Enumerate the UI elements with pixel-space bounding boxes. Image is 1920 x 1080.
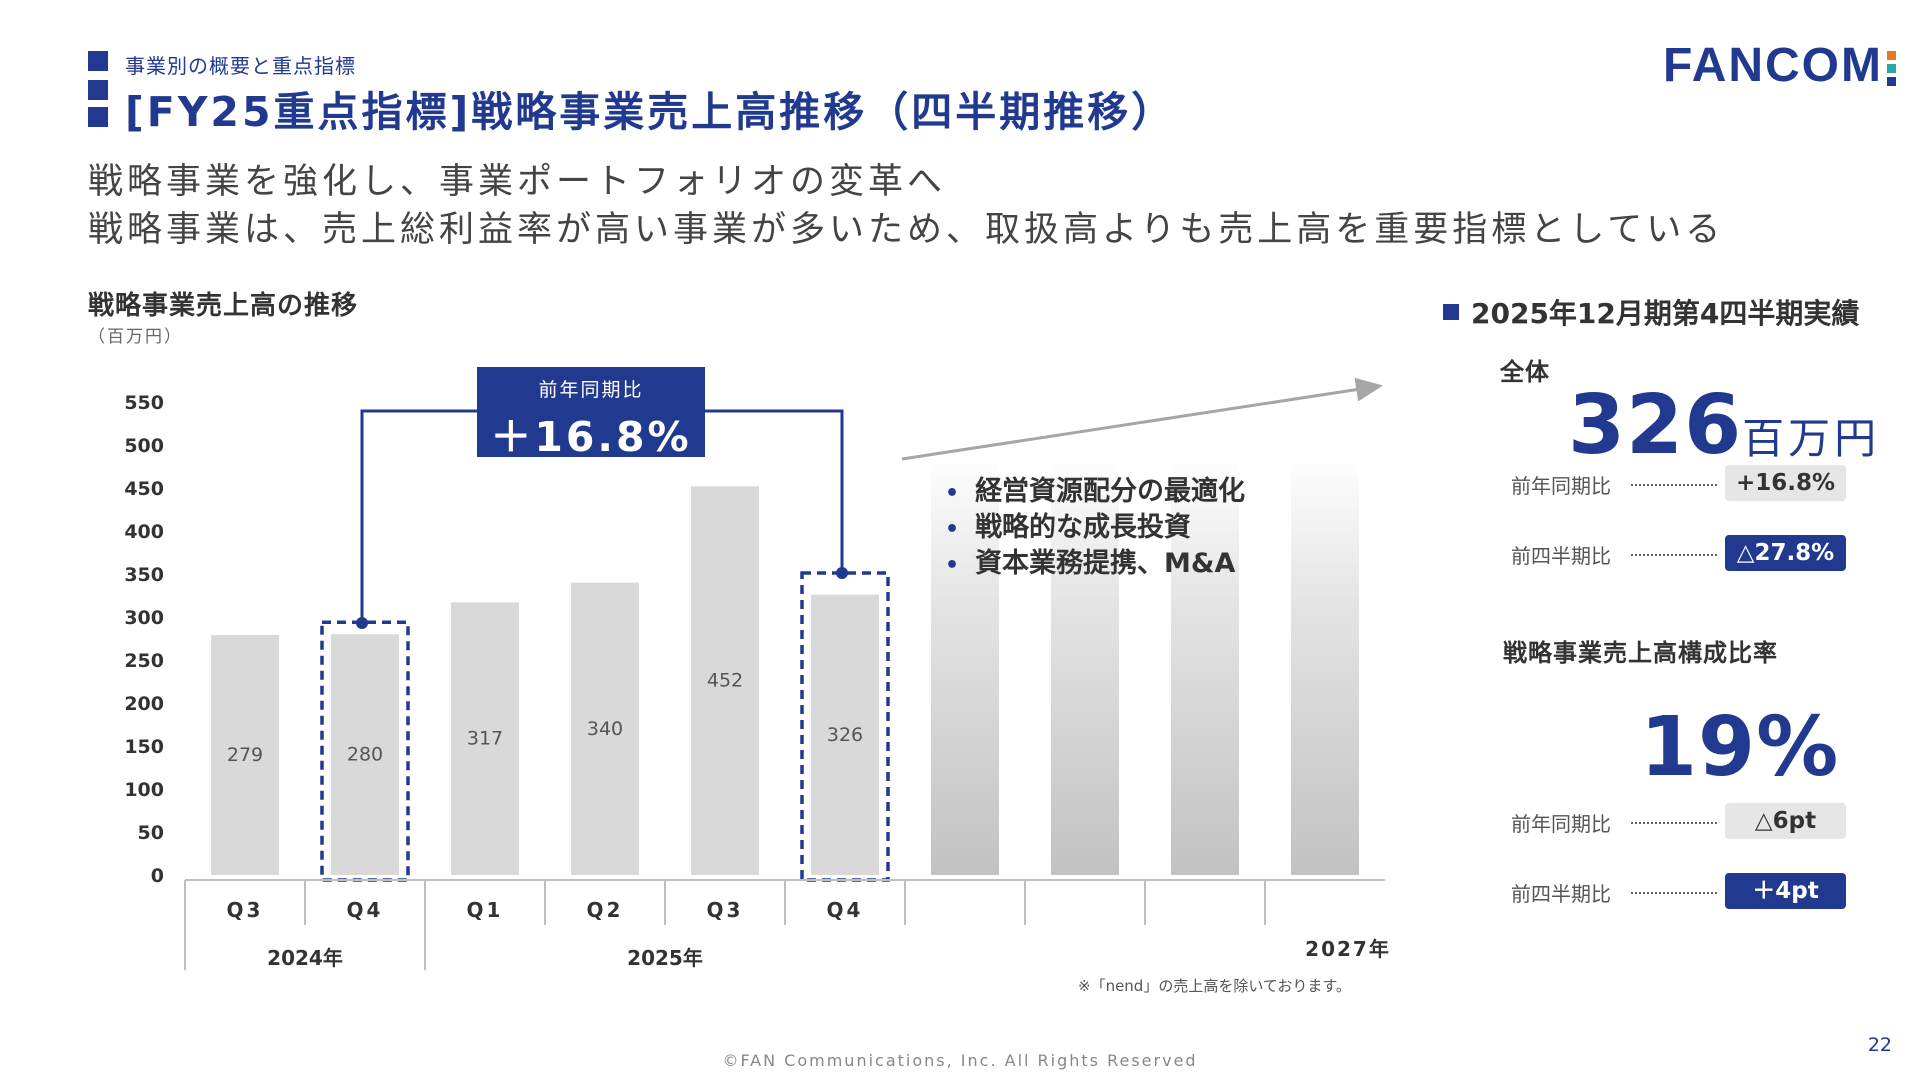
y-tick-label: 500	[124, 435, 164, 457]
bar	[691, 486, 759, 875]
bar-value-label: 452	[707, 670, 743, 692]
comparison-badge: +16.8%	[1725, 465, 1846, 501]
comparison-badge: △27.8%	[1725, 535, 1846, 571]
total-value: 326	[1568, 378, 1743, 473]
y-tick-label: 150	[124, 736, 164, 758]
lead-line-2: 戦略事業は、売上総利益率が高い事業が多いため、取扱高よりも売上高を重要指標として…	[88, 210, 1725, 250]
page-number: 22	[1867, 1034, 1892, 1056]
bar-value-label: 340	[587, 718, 623, 740]
copyright: ©FAN Communications, Inc. All Rights Res…	[722, 1051, 1198, 1070]
x-tick-label: Q4	[827, 898, 864, 922]
ratio-value: 19%	[1640, 700, 1840, 795]
x-tick-label: Q3	[227, 898, 264, 922]
bar-value-label: 317	[467, 728, 503, 750]
year-label-2024: 2024年	[267, 946, 343, 970]
trend-arrow	[901, 377, 1383, 461]
bar	[571, 582, 639, 875]
yoy-callout: 前年同期比 ＋16.8%	[477, 367, 705, 461]
bracket-dot-q4-2025	[836, 567, 848, 579]
total-qoq-row: 前四半期比 △27.8%	[1511, 535, 1847, 571]
chart-title: 戦略事業売上高の推移	[88, 291, 359, 321]
bar	[331, 634, 399, 875]
chart-unit: （百万円）	[88, 327, 183, 347]
y-tick-label: 250	[124, 650, 164, 672]
bullet-item: 戦略的な成長投資	[945, 511, 1245, 547]
ratio-yoy-row: 前年同期比 △6pt	[1511, 803, 1847, 839]
header-accent-square	[88, 80, 108, 100]
year-label-2025: 2025年	[627, 946, 703, 970]
bar	[811, 594, 879, 875]
y-tick-label: 350	[124, 564, 164, 586]
comparison-badge: △6pt	[1725, 803, 1846, 839]
y-tick-label: 200	[124, 693, 164, 715]
lead-line-1: 戦略事業を強化し、事業ポートフォリオの変革へ	[88, 162, 947, 202]
results-heading-text: 2025年12月期第4四半期実績	[1471, 297, 1860, 330]
yoy-value: ＋16.8%	[490, 413, 692, 461]
comparison-label: 前年同期比	[1511, 812, 1611, 836]
year-label-2027: 2027年	[1305, 937, 1391, 961]
x-tick-label: Q1	[467, 898, 504, 922]
bar-value-label: 279	[227, 744, 263, 766]
header-accent-square	[88, 51, 108, 71]
comparison-label: 前四半期比	[1511, 882, 1611, 906]
y-tick-label: 450	[124, 478, 164, 500]
comparison-label: 前年同期比	[1511, 474, 1611, 498]
leader-dots	[1631, 822, 1717, 824]
heading-bullet-icon	[1443, 304, 1459, 320]
leader-dots	[1631, 484, 1717, 486]
y-tick-label: 300	[124, 607, 164, 629]
section-label: 事業別の概要と重点指標	[125, 54, 356, 78]
y-tick-label: 0	[151, 865, 164, 887]
chart-footnote: ※「nend」の売上高を除いております。	[1078, 977, 1351, 995]
logo-dots	[1887, 47, 1896, 86]
leader-dots	[1631, 892, 1717, 894]
x-tick-label: Q4	[347, 898, 384, 922]
logo-text: FANCOM	[1663, 39, 1883, 92]
bar	[211, 635, 279, 875]
total-sales: 326百万円	[1568, 378, 1880, 473]
strategy-bullets: 経営資源配分の最適化 戦略的な成長投資 資本業務提携、M&A	[945, 475, 1245, 583]
comparison-badge: ＋4pt	[1725, 873, 1846, 909]
bullet-item: 資本業務提携、M&A	[945, 547, 1245, 583]
yoy-label: 前年同期比	[538, 379, 644, 401]
x-tick-label: Q2	[587, 898, 624, 922]
comparison-label: 前四半期比	[1511, 544, 1611, 568]
total-unit: 百万円	[1742, 414, 1881, 463]
results-heading: 2025年12月期第4四半期実績	[1443, 292, 1859, 332]
y-tick-label: 550	[124, 392, 164, 414]
bar-value-label: 280	[347, 744, 383, 766]
highlight-box	[320, 620, 410, 882]
header-accent-square	[88, 107, 108, 127]
total-label: 全体	[1500, 358, 1550, 386]
leader-dots	[1631, 554, 1717, 556]
bar	[451, 602, 519, 875]
bullet-item: 経営資源配分の最適化	[945, 475, 1245, 511]
y-tick-label: 50	[138, 822, 164, 844]
ratio-label: 戦略事業売上高構成比率	[1503, 639, 1778, 667]
company-logo: FANCOM	[1663, 38, 1896, 93]
page-title: [FY25重点指標]戦略事業売上高推移（四半期推移）	[125, 88, 1176, 136]
bracket-dot-q4-2024	[356, 617, 368, 629]
y-tick-label: 400	[124, 521, 164, 543]
total-yoy-row: 前年同期比 +16.8%	[1511, 465, 1847, 501]
future-bar	[1291, 455, 1359, 875]
ratio-qoq-row: 前四半期比 ＋4pt	[1511, 873, 1847, 909]
bar-value-label: 326	[827, 724, 863, 746]
x-tick-label: Q3	[707, 898, 744, 922]
y-tick-label: 100	[124, 779, 164, 801]
